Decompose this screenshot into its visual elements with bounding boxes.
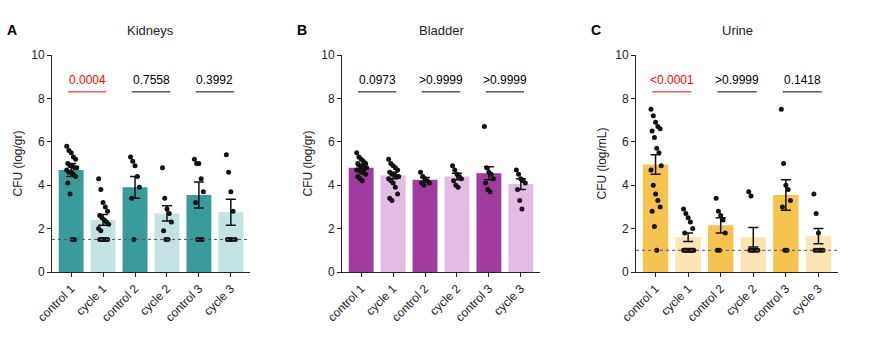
svg-text:CFU (log/gr): CFU (log/gr): [11, 130, 25, 196]
svg-text:cycle 1: cycle 1: [363, 282, 400, 319]
svg-text:6: 6: [622, 135, 629, 149]
svg-text:control 2: control 2: [685, 282, 728, 325]
svg-text:Kidneys: Kidneys: [127, 23, 174, 38]
svg-text:control 3: control 3: [163, 282, 206, 325]
svg-text:6: 6: [38, 135, 45, 149]
svg-text:B: B: [297, 22, 307, 38]
svg-text:cycle 3: cycle 3: [491, 282, 528, 319]
svg-text:6: 6: [328, 135, 335, 149]
svg-text:control 1: control 1: [619, 282, 662, 325]
svg-text:Bladder: Bladder: [419, 23, 464, 38]
svg-text:2: 2: [622, 222, 629, 236]
svg-text:cycle 3: cycle 3: [788, 282, 825, 319]
svg-text:0: 0: [622, 265, 629, 279]
svg-text:4: 4: [622, 178, 629, 192]
svg-text:8: 8: [622, 92, 629, 106]
svg-text:C: C: [591, 22, 601, 38]
svg-text:Urine: Urine: [722, 23, 753, 38]
svg-text:control 1: control 1: [35, 282, 78, 325]
svg-text:0.7558: 0.7558: [133, 73, 170, 87]
svg-text:control 3: control 3: [750, 282, 793, 325]
svg-text:control 2: control 2: [389, 282, 432, 325]
svg-text:CFU (log/gr): CFU (log/gr): [301, 130, 315, 196]
svg-text:cycle 2: cycle 2: [137, 282, 174, 319]
svg-text:0.3992: 0.3992: [196, 73, 233, 87]
svg-text:cycle 1: cycle 1: [658, 282, 695, 319]
svg-text:>0.9999: >0.9999: [483, 73, 527, 87]
svg-text:4: 4: [38, 178, 45, 192]
svg-text:8: 8: [38, 92, 45, 106]
svg-text:control 2: control 2: [99, 282, 142, 325]
svg-text:cycle 2: cycle 2: [723, 282, 760, 319]
svg-text:control 1: control 1: [325, 282, 368, 325]
svg-text:<0.0001: <0.0001: [650, 73, 694, 87]
svg-text:CFU (log/mL): CFU (log/mL): [595, 127, 609, 199]
svg-text:10: 10: [31, 48, 45, 62]
svg-text:4: 4: [328, 178, 335, 192]
svg-text:cycle 3: cycle 3: [201, 282, 238, 319]
svg-text:cycle 1: cycle 1: [73, 282, 110, 319]
svg-text:>0.9999: >0.9999: [715, 73, 759, 87]
svg-text:0: 0: [38, 265, 45, 279]
svg-text:10: 10: [321, 48, 335, 62]
svg-text:2: 2: [38, 222, 45, 236]
svg-text:0: 0: [328, 265, 335, 279]
svg-text:10: 10: [615, 48, 629, 62]
svg-text:>0.9999: >0.9999: [419, 73, 463, 87]
svg-text:A: A: [7, 22, 17, 38]
svg-text:0.0004: 0.0004: [69, 73, 106, 87]
svg-text:2: 2: [328, 222, 335, 236]
svg-text:0.1418: 0.1418: [784, 73, 821, 87]
svg-text:cycle 2: cycle 2: [427, 282, 464, 319]
svg-text:control 3: control 3: [453, 282, 496, 325]
svg-text:8: 8: [328, 92, 335, 106]
svg-text:0.0973: 0.0973: [359, 73, 396, 87]
